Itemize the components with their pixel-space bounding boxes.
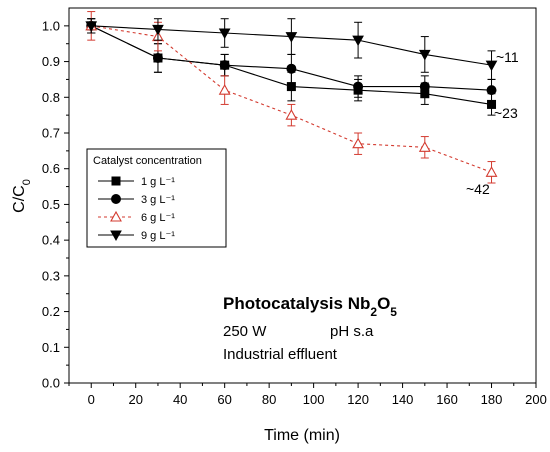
legend-items: 1 g L⁻¹ 3 g L⁻¹ 6 g L⁻¹ 9 g L⁻¹ [98, 176, 175, 242]
annotation-power: 250 W [223, 323, 267, 340]
end-label-9g: ~11 [496, 49, 519, 65]
y-tick-label: 0.0 [42, 376, 60, 391]
x-tick-label: 120 [347, 392, 369, 407]
data-point [285, 109, 298, 120]
legend-label: 6 g L⁻¹ [141, 212, 175, 224]
x-tick-label: 20 [128, 392, 142, 407]
x-tick-label: 100 [303, 392, 325, 407]
data-point [286, 82, 296, 92]
y-tick-label: 0.4 [42, 233, 60, 248]
data-point [85, 21, 98, 32]
data-point [218, 84, 231, 95]
data-point [152, 24, 164, 36]
end-label-1g: ~23 [494, 105, 518, 121]
data-point [219, 60, 230, 71]
annotation-ph: pH s.a [330, 323, 374, 340]
series-4 [85, 18, 498, 80]
y-tick-label: 0.7 [42, 126, 60, 141]
legend-marker [111, 194, 121, 204]
legend-marker [111, 176, 121, 186]
legend-label: 3 g L⁻¹ [141, 194, 175, 206]
data-point [418, 141, 431, 152]
data-point [485, 166, 498, 177]
data-point [152, 53, 163, 63]
x-tick-label: 0 [88, 392, 95, 407]
legend-item: 1 g L⁻¹ [98, 176, 175, 188]
x-tick-label: 180 [481, 392, 503, 407]
legend-title: Catalyst concentration [93, 155, 202, 167]
y-tick-label: 0.1 [42, 340, 60, 355]
data-point [486, 85, 497, 96]
y-tick-label: 0.2 [42, 304, 60, 319]
plot-frame [68, 7, 537, 384]
y-tick-label: 0.9 [42, 54, 60, 69]
legend: Catalyst concentration 1 g L⁻¹ 3 g L⁻¹ 6 g… [86, 148, 227, 248]
data-point [485, 60, 498, 72]
legend-item: 3 g L⁻¹ [98, 194, 175, 206]
x-tick-label: 60 [217, 392, 231, 407]
y-tick-labels: 0.0 0.1 0.2 0.3 0.4 0.5 0.6 0.7 0.8 0.9 1.0 [42, 18, 60, 390]
legend-item: 6 g L⁻¹ [98, 210, 175, 224]
data-point [418, 49, 431, 61]
legend-box [86, 148, 227, 248]
data-point [218, 28, 231, 40]
annotation-title: Photocatalysis Nb2O5 [223, 294, 397, 319]
x-tick-label: 40 [173, 392, 187, 407]
legend-marker [110, 210, 122, 222]
y-tick-label: 0.5 [42, 197, 60, 212]
axis-ticks [64, 25, 537, 388]
data-point [286, 63, 297, 74]
x-tick-label: 80 [262, 392, 276, 407]
data-point [353, 81, 364, 92]
x-tick-label: 200 [525, 392, 547, 407]
x-tick-label: 160 [436, 392, 458, 407]
data-point [352, 35, 364, 47]
data-point [352, 137, 365, 149]
y-axis-title: C/C0 [11, 179, 33, 213]
y-tick-label: 0.8 [42, 90, 60, 105]
annotation-effluent: Industrial effluent [223, 346, 338, 363]
x-axis-title: Time (min) [264, 427, 340, 444]
y-tick-label: 0.6 [42, 161, 60, 176]
x-tick-labels: 0 20 40 60 80 100 120 140 160 180 200 [88, 392, 547, 407]
legend-label: 9 g L⁻¹ [141, 230, 175, 242]
series-layer [85, 11, 498, 184]
x-tick-label: 140 [392, 392, 414, 407]
end-label-6g: ~42 [466, 181, 490, 197]
legend-marker [110, 230, 122, 242]
legend-item: 9 g L⁻¹ [98, 230, 175, 242]
data-point [285, 32, 298, 43]
legend-label: 1 g L⁻¹ [141, 176, 175, 188]
y-tick-label: 0.3 [42, 268, 60, 283]
y-tick-label: 1.0 [42, 18, 60, 33]
data-point [419, 81, 430, 92]
